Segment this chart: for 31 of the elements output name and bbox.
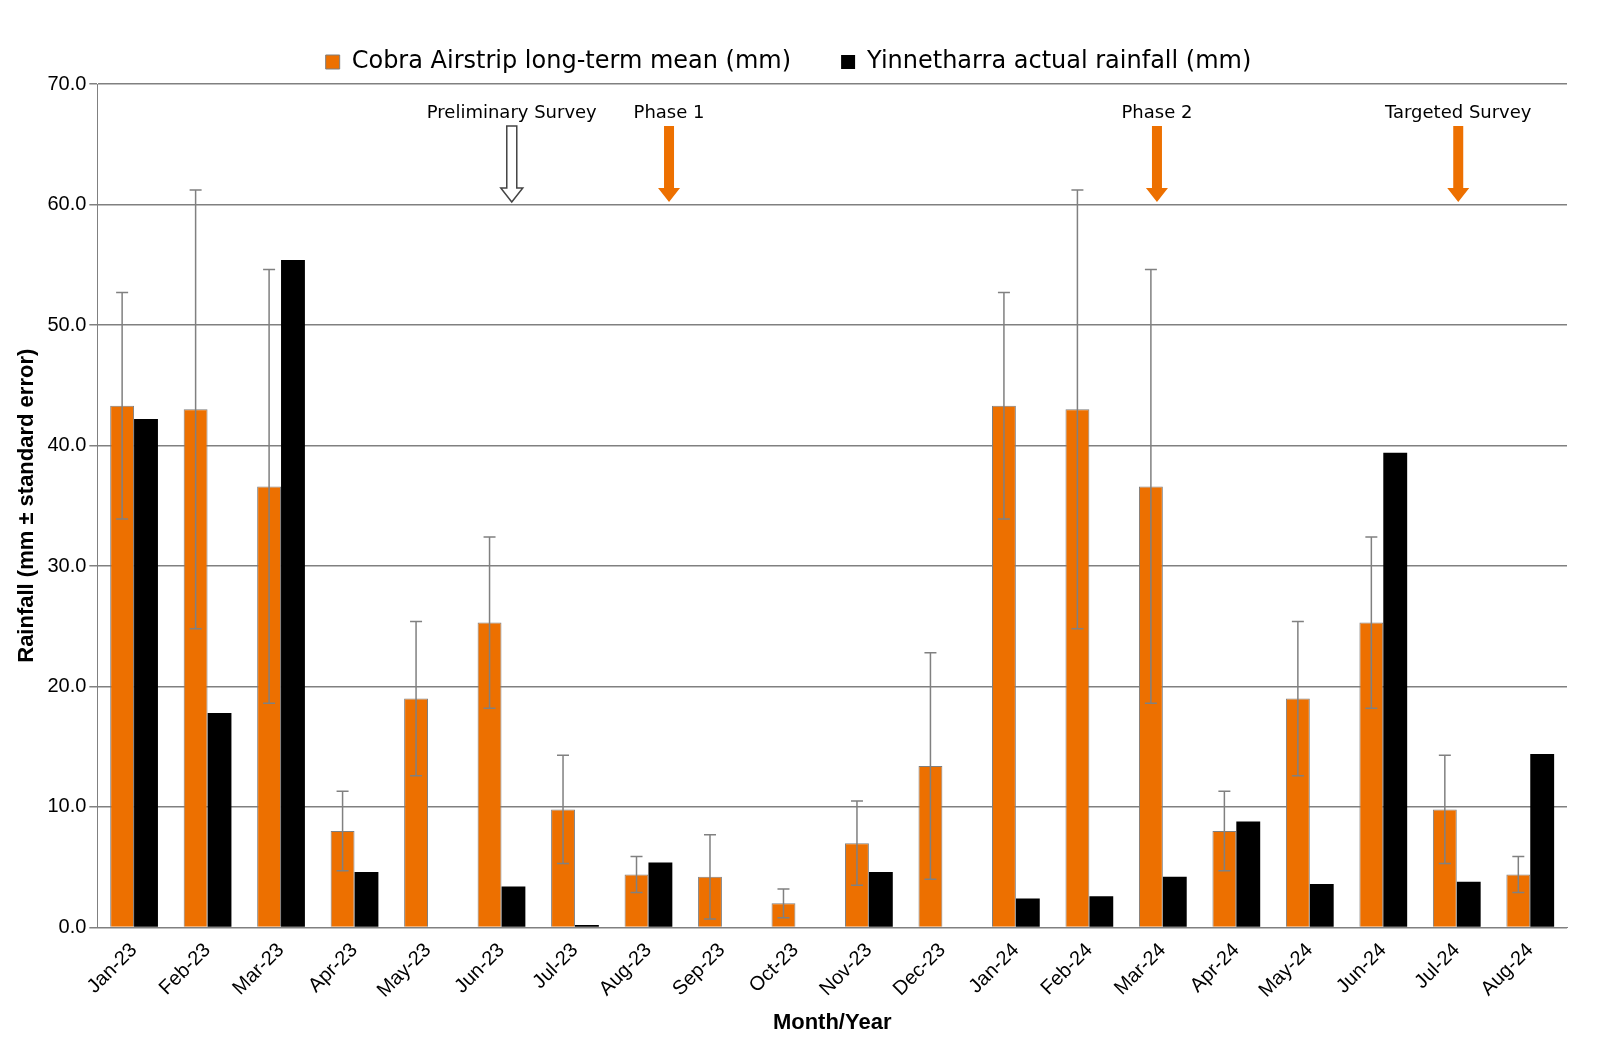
y-tick-label: 40.0 (47, 433, 87, 455)
bar (1089, 896, 1114, 927)
y-tick-label: 50.0 (47, 312, 87, 335)
y-axis-title: Rainfall (mm ± standard error) (13, 348, 39, 663)
bar (1456, 881, 1481, 927)
y-tick-label: 60.0 (47, 192, 87, 215)
annotation: Targeted Survey (1383, 100, 1532, 122)
legend-label: Cobra Airstrip long-term mean (mm) (351, 46, 792, 75)
bar (207, 712, 232, 927)
bar (1530, 753, 1555, 927)
y-tick-label: 70.0 (47, 71, 87, 94)
bar (1162, 876, 1187, 927)
bar (1383, 452, 1408, 927)
x-axis-title: Month/Year (772, 1008, 892, 1034)
bar (134, 418, 158, 927)
y-tick-label: 10.0 (47, 794, 87, 817)
y-tick-label: 0.0 (58, 914, 87, 937)
bar (281, 259, 305, 927)
bar (1015, 898, 1040, 927)
bar (501, 886, 526, 927)
annotation: Phase 1 (633, 100, 705, 122)
bar (648, 862, 673, 927)
bar (868, 872, 893, 927)
legend-label: Yinnetharra actual rainfall (mm) (866, 46, 1252, 75)
bar (354, 872, 379, 927)
bar (1236, 821, 1261, 927)
y-tick-label: 30.0 (47, 553, 87, 576)
bar (1309, 884, 1334, 927)
y-tick-label: 20.0 (47, 674, 87, 696)
annotation: Preliminary Survey (426, 100, 598, 122)
annotation: Phase 2 (1121, 100, 1193, 122)
